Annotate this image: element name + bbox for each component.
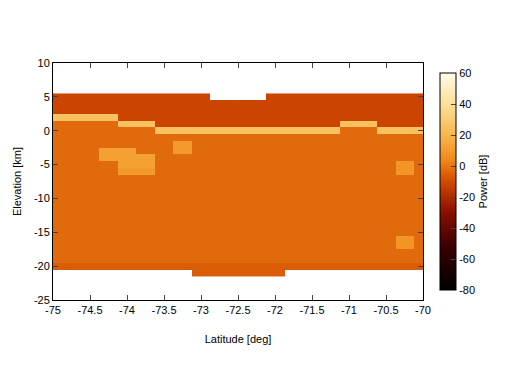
svg-text:0: 0: [459, 160, 465, 172]
svg-text:5: 5: [44, 91, 50, 103]
svg-text:-10: -10: [34, 192, 50, 204]
svg-text:-15: -15: [34, 226, 50, 238]
svg-text:10: 10: [38, 57, 50, 69]
svg-text:-73: -73: [193, 304, 209, 316]
svg-text:60: 60: [459, 67, 471, 79]
svg-text:Elevation [km]: Elevation [km]: [11, 147, 23, 216]
svg-text:-5: -5: [40, 158, 50, 170]
svg-text:-72: -72: [267, 304, 283, 316]
svg-text:-40: -40: [459, 222, 475, 234]
svg-text:-74.5: -74.5: [77, 304, 102, 316]
svg-text:-70: -70: [415, 304, 431, 316]
svg-text:-60: -60: [459, 253, 475, 265]
svg-text:-25: -25: [34, 294, 50, 306]
svg-text:Power [dB]: Power [dB]: [477, 155, 489, 209]
svg-text:-20: -20: [459, 191, 475, 203]
svg-text:-80: -80: [459, 284, 475, 296]
svg-text:-71: -71: [341, 304, 357, 316]
svg-text:20: 20: [459, 129, 471, 141]
svg-text:-20: -20: [34, 260, 50, 272]
svg-text:-72.5: -72.5: [225, 304, 250, 316]
svg-text:40: 40: [459, 98, 471, 110]
svg-text:0: 0: [44, 125, 50, 137]
svg-text:-74: -74: [119, 304, 135, 316]
svg-text:-71.5: -71.5: [299, 304, 324, 316]
svg-text:-70.5: -70.5: [373, 304, 398, 316]
svg-text:-75: -75: [45, 304, 61, 316]
svg-text:-73.5: -73.5: [151, 304, 176, 316]
svg-text:Latitude [deg]: Latitude [deg]: [205, 333, 272, 345]
